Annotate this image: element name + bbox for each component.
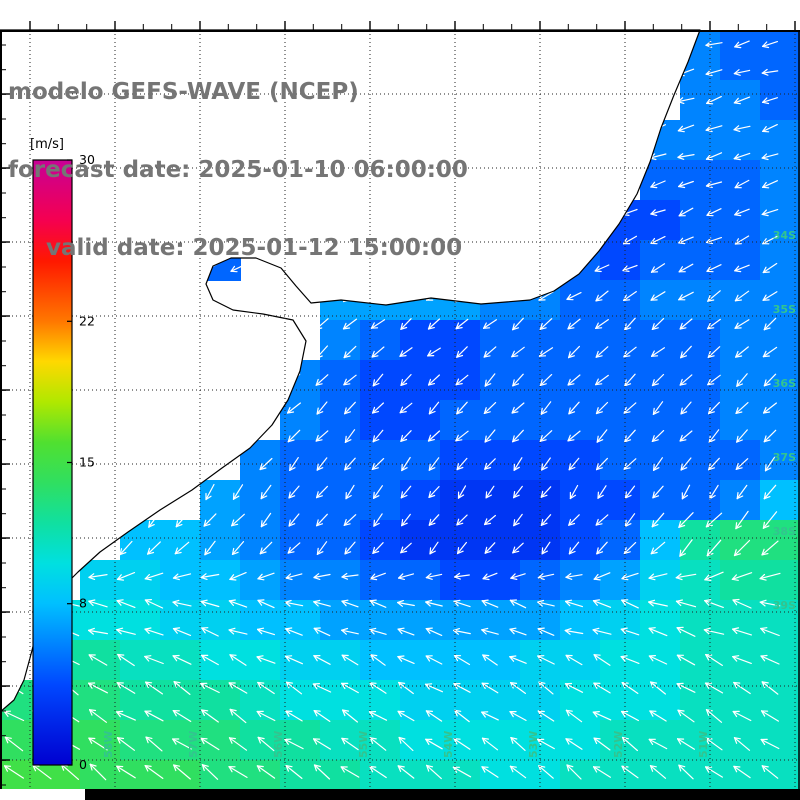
svg-text:51W: 51W — [697, 731, 710, 758]
model-title: modelo GEFS-WAVE (NCEP) — [8, 79, 359, 105]
lat-labels: 34S 35S 36S 37S 38S 39S — [773, 229, 796, 612]
valid-date-label: valid date: 2025-01-12 15:00:00 — [46, 235, 463, 261]
colorbar-tick-label: 0 — [79, 757, 87, 772]
title-block: modelo GEFS-WAVE (NCEP) forecast date: 2… — [8, 27, 468, 313]
svg-text:38S: 38S — [773, 525, 796, 538]
svg-text:36S: 36S — [773, 377, 796, 390]
svg-text:34S: 34S — [773, 229, 796, 242]
svg-text:53W: 53W — [527, 731, 540, 758]
lon-labels: 58W 57W 56W 55W 54W 53W 52W 51W — [102, 731, 710, 758]
forecast-date-label: forecast date: 2025-01-10 06:00:00 — [8, 157, 468, 183]
svg-text:54W: 54W — [442, 731, 455, 758]
colorbar-tick-label: 30 — [79, 152, 95, 167]
svg-text:52W: 52W — [612, 731, 625, 758]
colorbar-tick-label: 8 — [79, 596, 87, 611]
svg-text:37S: 37S — [773, 451, 796, 464]
colorbar-tick-label: 22 — [79, 313, 95, 328]
svg-text:35S: 35S — [773, 303, 796, 316]
graticule — [0, 30, 800, 789]
svg-text:55W: 55W — [357, 731, 370, 758]
map-frame — [0, 21, 800, 800]
svg-text:58W: 58W — [102, 731, 115, 758]
svg-text:57W: 57W — [187, 731, 200, 758]
colorbar: [m/s] 30 22 15 8 0 — [30, 137, 95, 772]
svg-text:39S: 39S — [773, 599, 796, 612]
svg-text:56W: 56W — [272, 731, 285, 758]
colorbar-unit-label: [m/s] — [30, 137, 64, 152]
colorbar-tick-label: 15 — [79, 455, 95, 470]
